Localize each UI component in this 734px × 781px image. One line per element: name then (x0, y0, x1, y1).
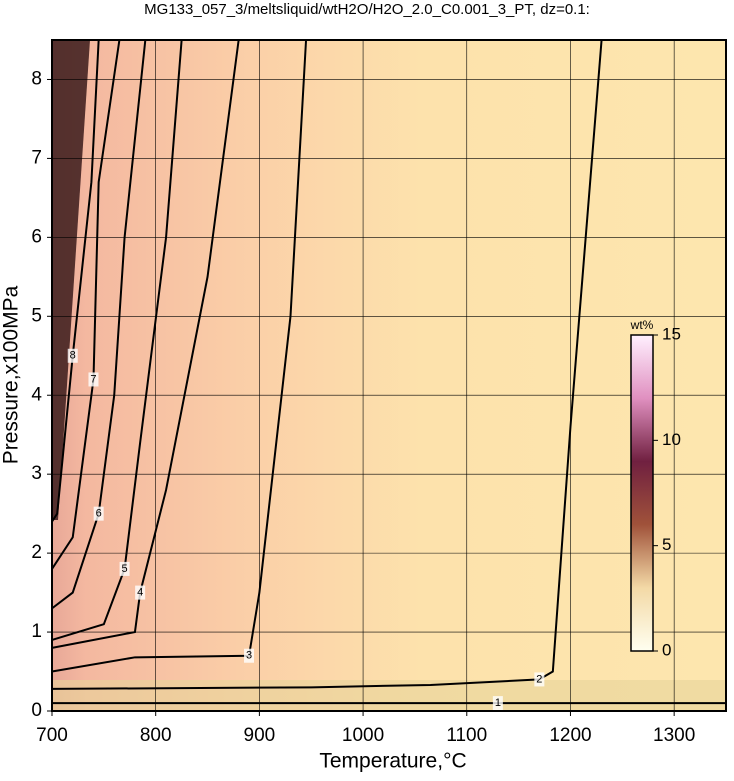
contour-line (51, 39, 308, 673)
colorbar-tick-label: 10 (662, 430, 681, 449)
contour-label-bg (244, 648, 255, 663)
y-tick-label: 7 (31, 147, 42, 168)
x-tick-label: 1100 (446, 725, 487, 746)
colorbar-tick-label: 0 (662, 640, 671, 659)
colorbar-gradient (630, 334, 654, 652)
x-axis-label: Temperature,°C (319, 750, 466, 773)
contour-label: 2 (536, 673, 542, 685)
x-tick-label: 800 (140, 725, 172, 746)
dense-contour-band (52, 680, 726, 711)
y-tick-label: 4 (31, 384, 42, 405)
contour-label: 6 (96, 508, 102, 520)
colorbar-tick-label: 15 (662, 324, 681, 343)
contour-label-bg (88, 372, 99, 387)
contour-label: 8 (70, 350, 76, 362)
contour-label-bg (93, 506, 104, 521)
x-tick-label: 1300 (653, 725, 695, 746)
contour-label-bg (119, 561, 130, 576)
contour-label-bg (135, 585, 146, 600)
colorbar: wt% 0 5 10 15 (630, 318, 681, 659)
contour-label: 5 (122, 563, 128, 575)
chart-title: MG133_057_3/meltsliquid/wtH2O/H2O_2.0_C0… (144, 1, 590, 18)
contour-line (51, 39, 147, 610)
x-tick-label: 700 (36, 725, 68, 746)
contour-label: 7 (90, 373, 96, 385)
y-tick-label: 1 (31, 621, 42, 642)
y-tick-label: 0 (31, 700, 42, 721)
x-tick-label: 900 (244, 725, 276, 746)
plot-frame (51, 39, 727, 712)
y-tick-label: 2 (31, 542, 42, 563)
y-tick-label: 6 (31, 226, 42, 247)
contour-label: 1 (495, 697, 501, 709)
x-tick-label: 1000 (342, 725, 384, 746)
contour-label-bg (67, 348, 78, 363)
contour-line (51, 39, 183, 641)
contour-label-bg (534, 672, 545, 687)
y-tick-label: 8 (31, 68, 42, 89)
contour-label-bg (492, 696, 503, 711)
colorbar-label: wt% (630, 318, 654, 332)
contour-line (51, 39, 240, 649)
y-tick-label: 5 (31, 305, 42, 326)
y-axis-label: Pressure,x100MPa (0, 285, 23, 464)
contour-label: 4 (137, 586, 143, 598)
dense-contour-region (52, 40, 90, 520)
contour-label: 3 (246, 650, 252, 662)
colorbar-tick-label: 5 (662, 535, 671, 554)
plot-background (52, 40, 726, 711)
y-tick-label: 3 (31, 463, 42, 484)
x-tick-label: 1200 (549, 725, 591, 746)
